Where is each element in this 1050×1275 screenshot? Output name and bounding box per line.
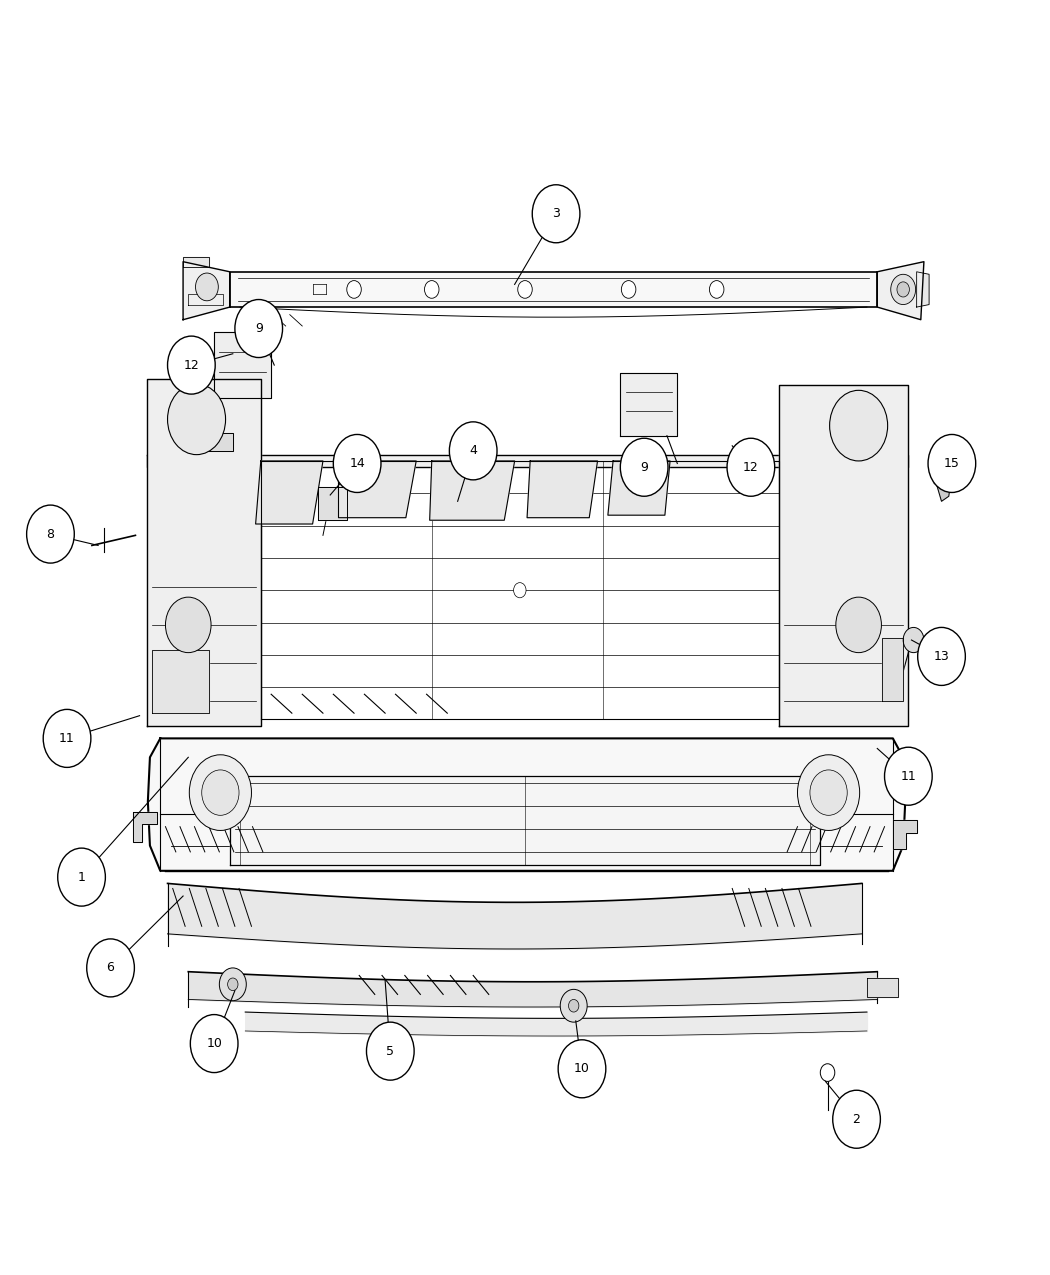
Circle shape [228, 978, 238, 991]
Polygon shape [937, 473, 952, 501]
Text: 13: 13 [933, 650, 949, 663]
Circle shape [568, 1000, 579, 1012]
Text: 15: 15 [944, 456, 960, 470]
Text: 9: 9 [640, 460, 648, 474]
Circle shape [195, 273, 218, 301]
Polygon shape [892, 820, 917, 849]
Circle shape [833, 1090, 880, 1149]
Polygon shape [147, 379, 260, 725]
Circle shape [810, 770, 847, 815]
Polygon shape [338, 462, 416, 518]
Polygon shape [621, 372, 677, 436]
Polygon shape [527, 462, 597, 518]
Polygon shape [188, 295, 224, 305]
Polygon shape [867, 978, 898, 997]
Circle shape [235, 300, 282, 357]
Text: 1: 1 [78, 871, 85, 884]
Polygon shape [230, 776, 820, 864]
Circle shape [622, 280, 636, 298]
Text: 4: 4 [469, 445, 477, 458]
Circle shape [58, 848, 105, 907]
Polygon shape [183, 256, 209, 266]
Circle shape [424, 280, 439, 298]
Text: 3: 3 [552, 208, 560, 221]
Circle shape [87, 938, 134, 997]
Circle shape [710, 280, 723, 298]
Circle shape [532, 185, 580, 242]
Polygon shape [214, 333, 271, 398]
Circle shape [890, 274, 916, 305]
Circle shape [346, 280, 361, 298]
Circle shape [559, 1040, 606, 1098]
Polygon shape [152, 650, 209, 713]
Text: 10: 10 [206, 1037, 223, 1051]
Circle shape [333, 435, 381, 492]
Circle shape [897, 282, 909, 297]
Circle shape [26, 505, 75, 564]
Circle shape [918, 627, 965, 686]
Circle shape [727, 439, 775, 496]
Text: 9: 9 [255, 323, 262, 335]
Polygon shape [148, 738, 905, 871]
Polygon shape [230, 272, 878, 307]
Polygon shape [133, 811, 158, 842]
Circle shape [190, 1015, 238, 1072]
Text: 2: 2 [853, 1113, 861, 1126]
Polygon shape [255, 462, 323, 524]
Text: 12: 12 [184, 358, 200, 371]
Text: 6: 6 [107, 961, 114, 974]
Circle shape [166, 597, 211, 653]
Circle shape [513, 583, 526, 598]
Polygon shape [429, 462, 514, 520]
Polygon shape [608, 462, 670, 515]
Polygon shape [882, 638, 903, 700]
Circle shape [561, 989, 587, 1023]
Text: 12: 12 [743, 460, 759, 474]
Polygon shape [204, 434, 233, 451]
Circle shape [168, 337, 215, 394]
Polygon shape [917, 272, 929, 307]
Circle shape [189, 755, 251, 830]
Circle shape [621, 439, 668, 496]
Text: 8: 8 [46, 528, 55, 541]
Text: 11: 11 [901, 770, 917, 783]
Circle shape [903, 627, 924, 653]
Circle shape [366, 1023, 414, 1080]
Polygon shape [183, 261, 230, 320]
Circle shape [168, 384, 226, 455]
Circle shape [820, 1063, 835, 1081]
Circle shape [518, 280, 532, 298]
Circle shape [43, 709, 91, 768]
Text: 11: 11 [59, 732, 75, 745]
Circle shape [928, 435, 975, 492]
Polygon shape [147, 455, 908, 467]
Circle shape [202, 770, 239, 815]
Polygon shape [779, 385, 908, 725]
Text: 14: 14 [350, 456, 365, 470]
Polygon shape [318, 487, 346, 520]
Circle shape [219, 968, 247, 1001]
Circle shape [798, 755, 860, 830]
Circle shape [449, 422, 497, 479]
Text: 5: 5 [386, 1044, 395, 1058]
Circle shape [830, 390, 887, 462]
Circle shape [836, 597, 881, 653]
Polygon shape [878, 261, 924, 320]
Circle shape [884, 747, 932, 806]
Text: 10: 10 [574, 1062, 590, 1075]
